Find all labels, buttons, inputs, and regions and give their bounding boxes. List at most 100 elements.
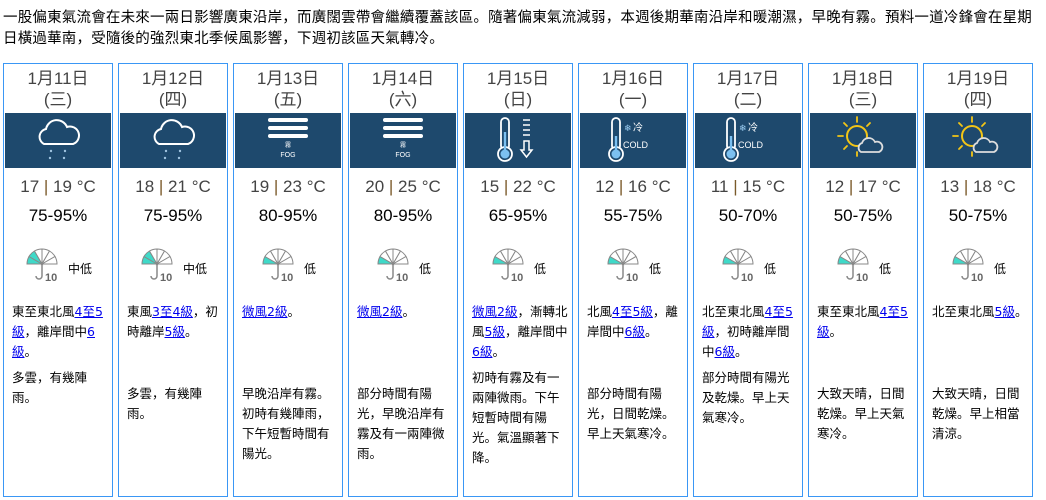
weather-description: 多雲，有幾陣雨。 xyxy=(12,370,88,405)
forecast-day-column: 1月16日 (一) ❄ 冷 COLD 12 | 16 °C 55-75% 10 低北風4至5級，… xyxy=(578,63,688,497)
psr-label: 低 xyxy=(533,261,546,276)
umbrella-icon: 10 xyxy=(605,246,645,286)
temp-unit: °C xyxy=(766,177,786,196)
wind-text: 北風 xyxy=(587,304,613,319)
temp-min: 13 xyxy=(940,177,960,196)
wind-text: 。 xyxy=(402,304,415,319)
forecast-date: 1月19日 (四) xyxy=(924,68,1032,110)
wind-scale-link[interactable]: 3至4級 xyxy=(152,304,193,319)
wind-text: 。 xyxy=(184,324,198,339)
humidity-range: 55-75% xyxy=(603,206,663,225)
probability-of-rain: 10 低 xyxy=(809,246,917,286)
weather-icon-box xyxy=(120,113,226,168)
temp-unit: °C xyxy=(306,177,326,196)
psr-label: 中低 xyxy=(182,261,207,276)
svg-text:10: 10 xyxy=(626,272,638,282)
wind-text: 。 xyxy=(1014,304,1028,319)
forecast-day-column: 1月15日 (日) 15 | 22 °C 65-95% 10 低微風2級，漸轉北風5級，離… xyxy=(463,63,573,497)
forecast-day-column: 1月18日 (三) 12 | 17 °C 50-75% 10 低東至東北風4至5級。 大致天… xyxy=(808,63,918,497)
umbrella-icon: 10 xyxy=(835,246,875,286)
wind-scale-link[interactable]: 4至5級 xyxy=(12,304,103,339)
temperature-range: 11 | 15 °C xyxy=(694,177,802,197)
probability-of-rain: 10 低 xyxy=(579,246,687,286)
sunny-periods-icon xyxy=(833,114,893,168)
temp-max: 18 xyxy=(973,177,992,196)
forecast-date: 1月12日 (四) xyxy=(119,68,227,110)
temp-max: 23 xyxy=(283,177,302,196)
date-label: 1月13日 xyxy=(256,69,320,88)
wind-text: ，初時離岸間中 xyxy=(702,324,790,359)
weather-description: 大致天晴，日間乾燥。早上天氣寒冷。 xyxy=(817,386,905,441)
weather-description: 部分時間有陽光及乾燥。早上天氣寒冷。 xyxy=(702,370,790,425)
wind-scale-link[interactable]: 5級 xyxy=(994,304,1015,319)
wind-text: ，離岸間中 xyxy=(587,304,678,339)
probability-of-rain: 10 中低 xyxy=(4,246,112,286)
wind-scale-link[interactable]: 4至5級 xyxy=(702,304,793,339)
forecast-day-column: 1月19日 (四) 13 | 18 °C 50-75% 10 低北至東北風5級。 大致天晴，… xyxy=(923,63,1033,497)
weekday-label: (一) xyxy=(618,90,648,109)
wind-scale-link[interactable]: 微風2級 xyxy=(357,304,403,319)
fog-icon: 霧 FOG xyxy=(258,114,318,168)
wind-scale-link[interactable]: 6級 xyxy=(714,344,735,359)
temp-unit: °C xyxy=(651,177,671,196)
cloud-rain-icon xyxy=(28,114,88,168)
wind-scale-link[interactable]: 微風2級 xyxy=(472,304,518,319)
humidity-range: 80-95% xyxy=(373,206,433,225)
wind-scale-link[interactable]: 5級 xyxy=(484,324,505,339)
cold-icon: ❄ 冷 COLD xyxy=(718,114,778,168)
weather-description: 大致天晴，日間乾燥。早上相當清涼。 xyxy=(932,386,1020,441)
forecast-day-column: 1月11日 (三) 17 | 19 °C 75-95% 10 中低 東至東北風4至5級，離岸… xyxy=(3,63,113,497)
wind-scale-link[interactable]: 微風2級 xyxy=(242,304,288,319)
wind-scale-link[interactable]: 5級 xyxy=(164,324,185,339)
humidity-range: 75-95% xyxy=(28,206,88,225)
weekday-label: (六) xyxy=(388,90,418,109)
probability-of-rain: 10 中低 xyxy=(119,246,227,286)
temp-unit: °C xyxy=(996,177,1016,196)
wind-text: 。 xyxy=(644,324,658,339)
temp-min: 11 xyxy=(710,177,729,196)
temperature-range: 12 | 17 °C xyxy=(809,177,917,197)
svg-text:10: 10 xyxy=(396,272,408,282)
wind-scale-link[interactable]: 6級 xyxy=(12,324,95,359)
temp-min: 20 xyxy=(365,177,385,196)
date-label: 1月11日 xyxy=(27,69,89,88)
humidity-range: 50-75% xyxy=(833,206,893,225)
wind-scale-link[interactable]: 4至5級 xyxy=(817,304,908,339)
wind-forecast: 東至東北風4至5級，離岸間中6級。 xyxy=(12,302,108,362)
weekday-label: (三) xyxy=(848,90,878,109)
temp-min: 12 xyxy=(825,177,845,196)
temp-unit: °C xyxy=(191,177,211,196)
wind-scale-link[interactable]: 6級 xyxy=(472,344,493,359)
wind-forecast: 微風2級。 xyxy=(242,302,338,322)
temp-min: 17 xyxy=(20,177,40,196)
temp-max: 21 xyxy=(168,177,187,196)
psr-label: 低 xyxy=(763,261,776,276)
wind-forecast: 北至東北風4至5級，初時離岸間中6級。 xyxy=(702,302,798,362)
wind-scale-link[interactable]: 6級 xyxy=(624,324,645,339)
temp-separator: | xyxy=(39,177,54,196)
wind-text: 。 xyxy=(829,324,843,339)
weekday-label: (三) xyxy=(43,90,73,109)
weekday-label: (二) xyxy=(733,90,763,109)
humidity-range: 50-70% xyxy=(718,206,778,225)
svg-text:FOG: FOG xyxy=(280,152,295,159)
forecast-date: 1月16日 (一) xyxy=(579,68,687,110)
temp-separator: | xyxy=(154,177,169,196)
psr-label: 低 xyxy=(418,261,431,276)
temp-separator: | xyxy=(844,177,859,196)
svg-text:10: 10 xyxy=(971,272,983,282)
wind-text: 。 xyxy=(287,304,300,319)
psr-label: 中低 xyxy=(67,261,92,276)
psr-label: 低 xyxy=(878,261,891,276)
wind-forecast: 北風4至5級，離岸間中6級。 xyxy=(587,302,683,342)
wind-scale-link[interactable]: 4至5級 xyxy=(612,304,653,319)
probability-of-rain: 10 低 xyxy=(924,246,1032,286)
weekday-label: (日) xyxy=(503,90,533,109)
temperature-range: 20 | 25 °C xyxy=(349,177,457,197)
wind-text: 。 xyxy=(734,344,748,359)
wind-text: ，初時離岸 xyxy=(127,304,218,339)
temp-max: 16 xyxy=(628,177,647,196)
weather-icon-box xyxy=(465,113,571,168)
svg-text:COLD: COLD xyxy=(738,140,764,150)
wind-forecast: 東風3至4級，初時離岸5級。 xyxy=(127,302,223,342)
